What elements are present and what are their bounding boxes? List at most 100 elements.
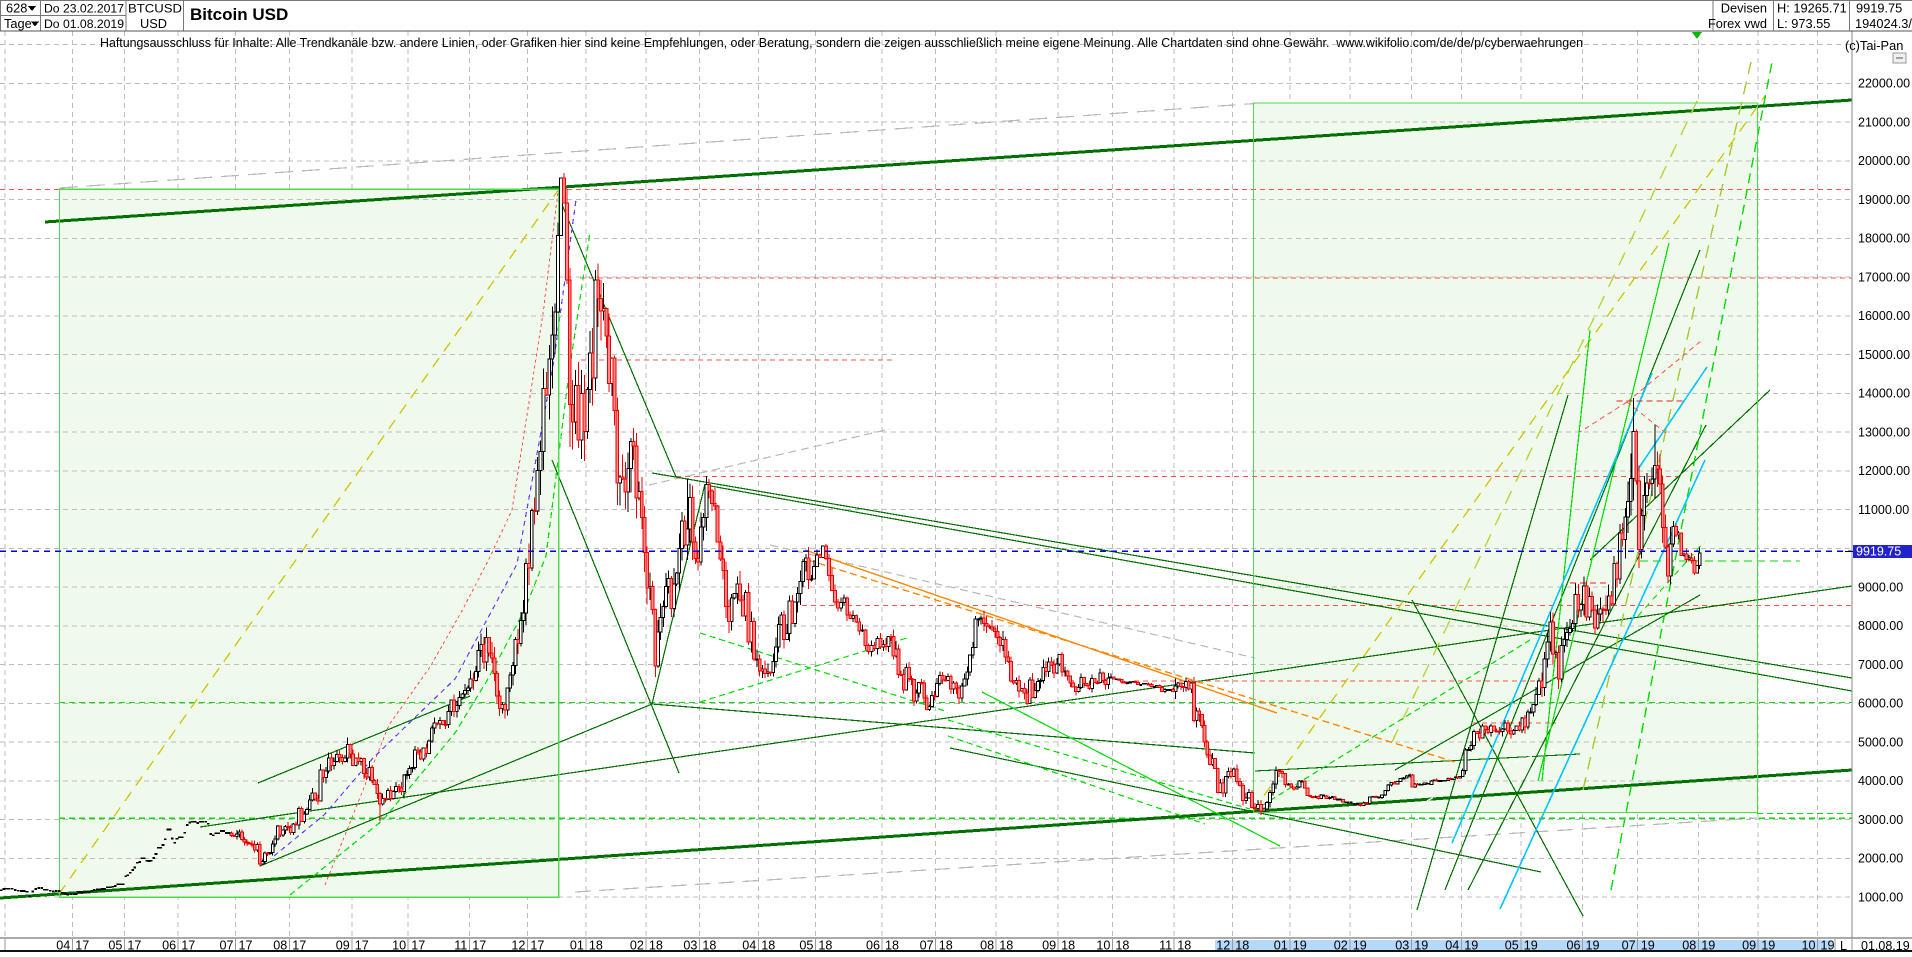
svg-text:18: 18 [1061, 939, 1075, 953]
svg-text:18000.00: 18000.00 [1858, 232, 1910, 246]
svg-text:18: 18 [818, 939, 832, 953]
svg-text:L: 973.55: L: 973.55 [1777, 16, 1830, 31]
svg-text:17: 17 [127, 939, 141, 953]
svg-text:04: 04 [56, 939, 70, 953]
svg-text:6000.00: 6000.00 [1858, 697, 1903, 711]
svg-text:8000.00: 8000.00 [1858, 619, 1903, 633]
svg-text:06: 06 [866, 939, 880, 953]
svg-text:4000.00: 4000.00 [1858, 774, 1903, 788]
svg-text:18: 18 [1177, 939, 1191, 953]
svg-text:18: 18 [702, 939, 716, 953]
svg-text:17: 17 [355, 939, 369, 953]
svg-text:12000.00: 12000.00 [1858, 464, 1910, 478]
svg-text:05: 05 [799, 939, 813, 953]
svg-text:2000.00: 2000.00 [1858, 852, 1903, 866]
svg-text:17000.00: 17000.00 [1858, 270, 1910, 284]
svg-text:BTCUSD: BTCUSD [128, 2, 182, 16]
svg-text:18: 18 [1235, 939, 1249, 953]
svg-text:18: 18 [999, 939, 1013, 953]
svg-text:19: 19 [1761, 939, 1775, 953]
svg-text:18: 18 [589, 939, 603, 953]
svg-text:10: 10 [1096, 939, 1110, 953]
svg-text:Do 23.02.2017: Do 23.02.2017 [44, 2, 124, 16]
svg-text:08: 08 [980, 939, 994, 953]
svg-text:07: 07 [1622, 939, 1636, 953]
svg-text:3000.00: 3000.00 [1858, 813, 1903, 827]
svg-text:9919.75: 9919.75 [1856, 545, 1901, 559]
svg-text:04: 04 [742, 939, 756, 953]
svg-text:Devisen: Devisen [1721, 1, 1767, 16]
svg-text:Haftungsausschluss für Inhalte: Haftungsausschluss für Inhalte: Alle Tre… [100, 36, 1583, 50]
svg-text:17: 17 [75, 939, 89, 953]
svg-text:05: 05 [108, 939, 122, 953]
svg-text:19: 19 [1586, 939, 1600, 953]
svg-text:13000.00: 13000.00 [1858, 425, 1910, 439]
svg-text:10: 10 [392, 939, 406, 953]
svg-text:19: 19 [1464, 939, 1478, 953]
svg-text:7000.00: 7000.00 [1858, 658, 1903, 672]
svg-text:09: 09 [336, 939, 350, 953]
svg-text:L: L [1840, 939, 1847, 952]
svg-text:11000.00: 11000.00 [1858, 503, 1909, 517]
svg-text:18: 18 [761, 939, 775, 953]
svg-text:17: 17 [181, 939, 195, 953]
svg-text:Forex vwd: Forex vwd [1708, 16, 1767, 31]
svg-text:19: 19 [1524, 939, 1538, 953]
svg-text:01: 01 [570, 939, 584, 953]
svg-text:17: 17 [411, 939, 425, 953]
svg-text:03: 03 [1395, 939, 1409, 953]
svg-text:07: 07 [219, 939, 233, 953]
svg-text:17: 17 [472, 939, 486, 953]
svg-text:USD: USD [140, 16, 167, 31]
svg-text:10: 10 [1801, 939, 1815, 953]
svg-text:12: 12 [1216, 939, 1230, 953]
svg-text:22000.00: 22000.00 [1858, 77, 1910, 91]
svg-text:19: 19 [1353, 939, 1367, 953]
svg-text:18: 18 [1115, 939, 1129, 953]
svg-text:19: 19 [1821, 939, 1835, 953]
svg-text:H: 19265.71: H: 19265.71 [1777, 1, 1847, 16]
svg-text:18: 18 [939, 939, 953, 953]
svg-text:20000.00: 20000.00 [1858, 154, 1910, 168]
svg-text:Tage: Tage [4, 16, 32, 31]
svg-text:15000.00: 15000.00 [1858, 348, 1910, 362]
svg-text:08: 08 [1682, 939, 1696, 953]
svg-text:194024.3/: 194024.3/ [1855, 16, 1912, 31]
svg-text:08: 08 [273, 939, 287, 953]
svg-text:01.08.19: 01.08.19 [1861, 939, 1910, 952]
svg-text:9919.75: 9919.75 [1856, 1, 1902, 16]
svg-text:1000.00: 1000.00 [1858, 890, 1903, 904]
svg-text:19: 19 [1641, 939, 1655, 953]
svg-text:5000.00: 5000.00 [1858, 735, 1903, 749]
svg-text:19: 19 [1701, 939, 1715, 953]
svg-text:11: 11 [454, 939, 467, 953]
svg-text:07: 07 [920, 939, 934, 953]
svg-text:06: 06 [1566, 939, 1580, 953]
svg-text:21000.00: 21000.00 [1858, 115, 1910, 129]
svg-text:17: 17 [292, 939, 306, 953]
svg-text:19: 19 [1414, 939, 1428, 953]
svg-text:09: 09 [1742, 939, 1756, 953]
svg-text:18: 18 [885, 939, 899, 953]
svg-text:19000.00: 19000.00 [1858, 193, 1910, 207]
svg-text:14000.00: 14000.00 [1858, 387, 1910, 401]
svg-text:17: 17 [239, 939, 253, 953]
svg-text:(c)Tai-Pan: (c)Tai-Pan [1845, 38, 1903, 53]
svg-text:Do 01.08.2019: Do 01.08.2019 [44, 17, 124, 31]
svg-text:11: 11 [1159, 939, 1172, 953]
svg-text:628: 628 [6, 1, 27, 16]
svg-text:06: 06 [162, 939, 176, 953]
svg-text:02: 02 [1334, 939, 1348, 953]
svg-text:16000.00: 16000.00 [1858, 309, 1910, 323]
svg-text:9000.00: 9000.00 [1858, 580, 1903, 594]
svg-text:09: 09 [1042, 939, 1056, 953]
svg-text:12: 12 [511, 939, 525, 953]
svg-text:02: 02 [630, 939, 644, 953]
svg-text:18: 18 [649, 939, 663, 953]
svg-text:Bitcoin USD: Bitcoin USD [190, 5, 288, 24]
svg-text:17: 17 [530, 939, 544, 953]
svg-text:03: 03 [683, 939, 697, 953]
svg-text:04: 04 [1445, 939, 1459, 953]
svg-text:01: 01 [1274, 939, 1288, 953]
svg-text:05: 05 [1505, 939, 1519, 953]
